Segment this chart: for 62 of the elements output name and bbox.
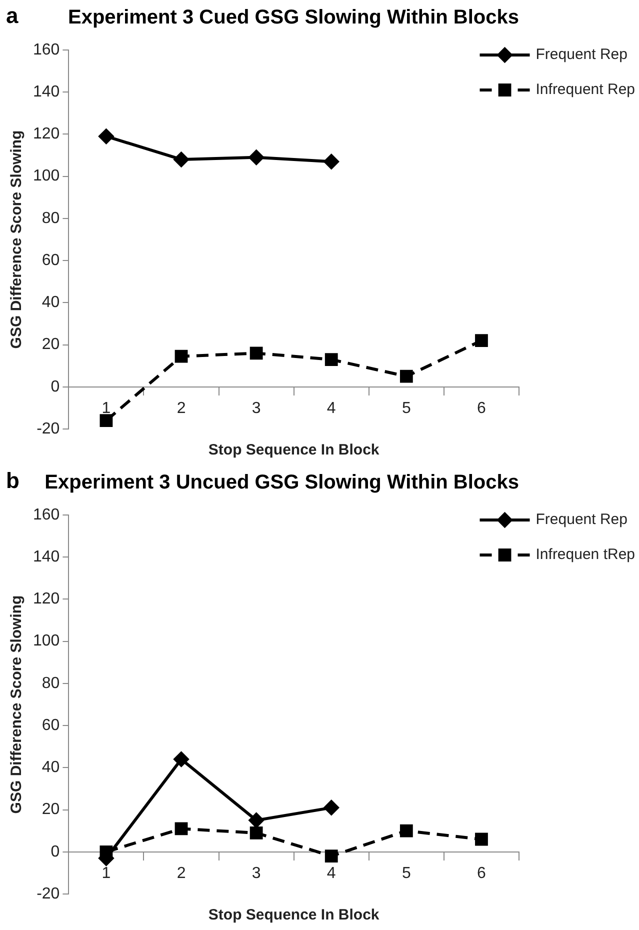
x-tick-label: 4: [326, 400, 336, 417]
x-tick-label: 5: [402, 400, 411, 417]
point: [250, 346, 263, 360]
y-tick-label: 80: [42, 210, 60, 227]
x-axis-title: Stop Sequence In Block: [208, 906, 380, 924]
x-tick-label: 2: [176, 864, 186, 882]
point: [324, 850, 338, 863]
y-tick-label: 120: [32, 590, 60, 608]
point: [174, 752, 189, 767]
y-tick-label: 60: [42, 716, 60, 734]
x-tick-label: 2: [176, 400, 186, 417]
point: [248, 150, 264, 165]
y-axis-title: GSG Difference Score Slowing: [8, 130, 26, 349]
x-tick-label: 3: [252, 400, 261, 417]
point: [174, 822, 188, 836]
point: [174, 152, 189, 167]
point: [475, 334, 488, 348]
point: [324, 154, 339, 170]
y-tick-label: -20: [36, 420, 60, 438]
x-tick-label: 4: [326, 864, 336, 882]
y-tick-label: 60: [42, 252, 60, 269]
y-tick-label: 20: [42, 801, 60, 818]
y-tick-label: 140: [32, 84, 60, 101]
x-tick-label: 1: [102, 864, 111, 882]
y-tick-label: 140: [32, 548, 60, 566]
y-tick-label: 100: [32, 168, 60, 185]
y-tick-label: -20: [36, 885, 60, 902]
chart-title: Experiment 3 Cued GSG Slowing Within Blocks: [68, 6, 519, 29]
y-tick-label: 40: [42, 294, 60, 312]
point: [248, 812, 264, 828]
text: b: [6, 468, 20, 494]
y-tick-label: 20: [42, 336, 60, 354]
legend-label: Infrequent Rep: [536, 81, 636, 98]
y-tick-label: 160: [32, 506, 60, 524]
point: [100, 414, 113, 428]
x-tick-label: 6: [477, 864, 486, 882]
chart-title: Experiment 3 Uncued GSG Slowing Within Blocks: [44, 472, 519, 494]
y-tick-label: 80: [42, 674, 60, 692]
text: a: [6, 3, 19, 28]
x-axis-title: Stop Sequence In Block: [208, 442, 380, 459]
point: [400, 370, 413, 383]
point: [174, 350, 188, 363]
y-tick-label: 0: [50, 843, 60, 860]
point: [324, 353, 338, 366]
x-tick-label: 6: [477, 400, 486, 417]
y-tick-label: 120: [32, 126, 60, 143]
x-tick-label: 1: [102, 400, 111, 417]
y-tick-label: 100: [32, 632, 60, 650]
y-tick-label: 40: [42, 759, 60, 776]
point: [98, 128, 114, 144]
x-tick-label: 3: [252, 864, 261, 882]
point: [324, 800, 339, 816]
point: [475, 832, 488, 846]
legend-label: Frequent Rep: [536, 46, 628, 64]
legend-label: Frequent Rep: [536, 511, 628, 528]
point: [400, 824, 413, 838]
point: [250, 826, 263, 840]
x-tick-label: 5: [402, 864, 411, 882]
y-tick-label: 0: [50, 378, 60, 396]
legend-label: Infrequen tRep: [536, 546, 636, 564]
y-tick-label: 160: [32, 41, 60, 58]
y-axis-title: GSG Difference Score Slowing: [8, 595, 26, 814]
